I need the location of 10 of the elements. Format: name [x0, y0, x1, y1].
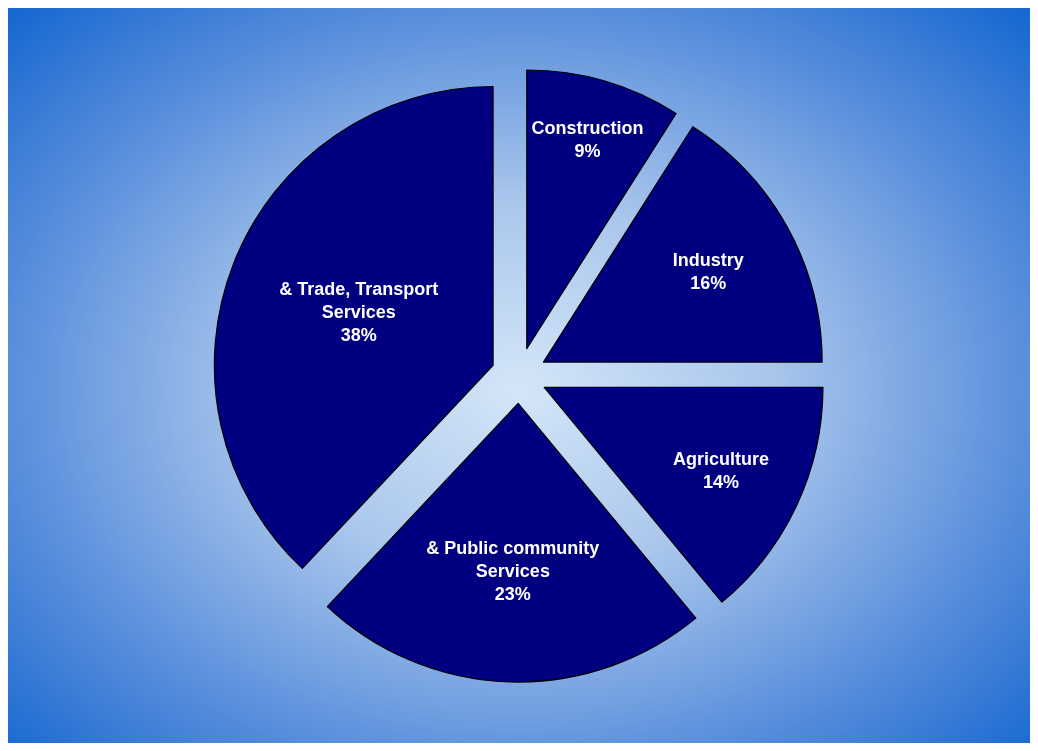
slice-label: Construction [531, 117, 644, 138]
data-label: 14% [703, 472, 740, 493]
slice-label: & Trade, Transport Services [279, 278, 439, 323]
data-label: 38% [340, 325, 377, 346]
data-label: 9% [574, 141, 601, 162]
slice-label: & Public community Services [426, 537, 600, 582]
slice-label: Industry [672, 249, 744, 270]
slice-label: Agriculture [673, 448, 770, 469]
data-label: 16% [690, 273, 727, 294]
data-label: 23% [494, 584, 531, 605]
